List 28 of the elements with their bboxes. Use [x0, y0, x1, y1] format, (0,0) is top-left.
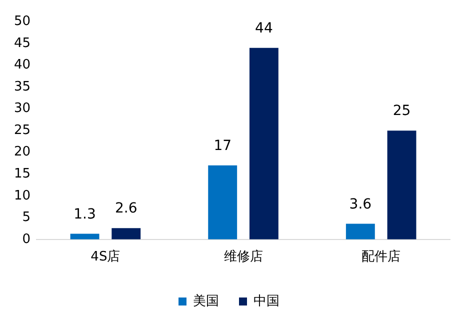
- data-label: 1.3: [74, 206, 96, 222]
- legend-label: 美国: [193, 292, 219, 309]
- bar: [346, 224, 375, 240]
- y-tick-label: 40: [14, 58, 31, 73]
- y-tick-label: 20: [14, 144, 31, 160]
- x-tick-label: 维修店: [224, 248, 263, 265]
- y-tick-label: 30: [14, 101, 31, 116]
- y-tick-label: 15: [14, 166, 31, 182]
- y-tick-label: 10: [14, 188, 31, 204]
- bar: [112, 228, 141, 240]
- x-tick-label: 4S店: [90, 248, 120, 265]
- bar: [208, 165, 238, 240]
- y-tick-label: 5: [22, 210, 31, 226]
- bar: [387, 130, 416, 240]
- legend-label: 中国: [254, 294, 280, 309]
- data-label: 2.6: [114, 200, 138, 217]
- data-label: 3.6: [349, 196, 372, 212]
- bar: [249, 48, 278, 240]
- data-label: 17: [214, 138, 232, 154]
- y-tick-label: 50: [14, 14, 31, 30]
- bar: [70, 234, 100, 240]
- data-label: 25: [392, 103, 411, 120]
- data-label: 44: [255, 20, 273, 37]
- y-tick-label: 0: [22, 232, 31, 247]
- y-tick-label: 45: [14, 36, 31, 51]
- x-tick-label: 配件店: [362, 248, 401, 265]
- y-tick-label: 25: [14, 122, 31, 138]
- y-tick-label: 35: [14, 79, 31, 94]
